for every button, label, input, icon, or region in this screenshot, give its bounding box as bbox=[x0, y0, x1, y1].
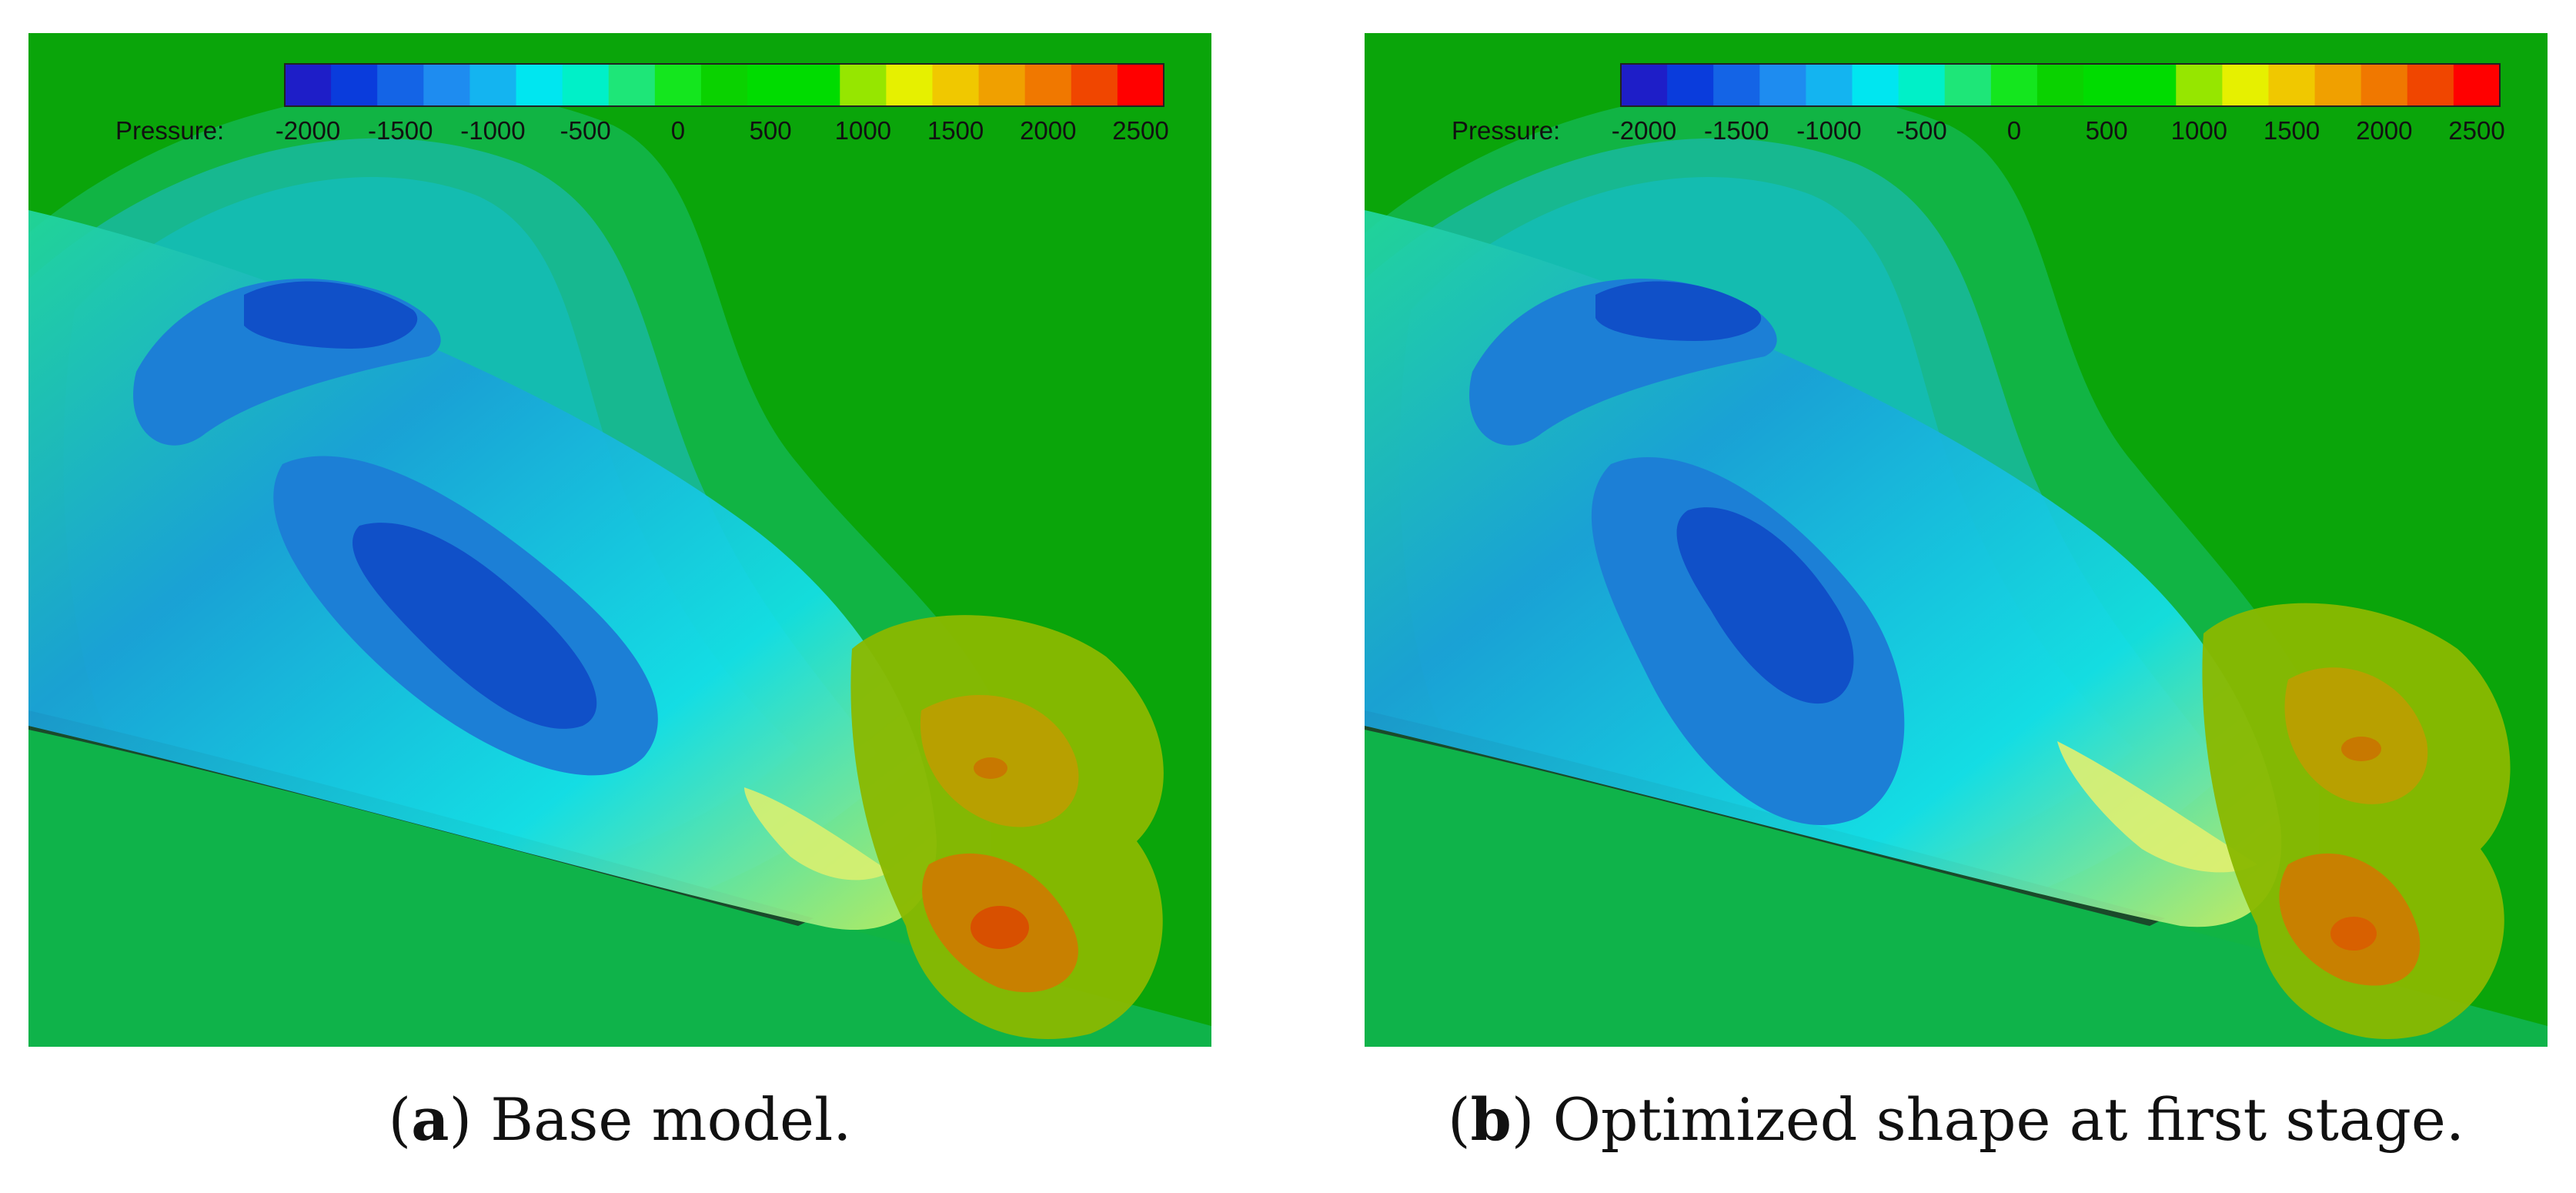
colorbar-swatch bbox=[840, 64, 887, 106]
high-pressure-zone-upper bbox=[2284, 667, 2428, 804]
colorbar-tick-label: 2500 bbox=[1112, 116, 1168, 145]
colorbar-swatch bbox=[1898, 64, 1946, 106]
colorbar-tick-label: 1500 bbox=[927, 116, 984, 145]
colorbar-swatch bbox=[331, 64, 378, 106]
colorbar-tick-label: -1500 bbox=[1704, 116, 1769, 145]
colorbar-swatch bbox=[2453, 64, 2501, 106]
bow-highlight bbox=[744, 787, 890, 881]
colorbar-swatch bbox=[2222, 64, 2269, 106]
colorbar-swatch bbox=[2036, 64, 2084, 106]
colorbar-label: Pressure: bbox=[115, 116, 224, 145]
pressure-contour-optimized: Pressure: -2000 -1500 -1000 -500 0 500 1000 150… bbox=[1365, 33, 2548, 1047]
colorbar-swatch bbox=[2130, 64, 2177, 106]
caption-b-text: Optimized shape at first stage. bbox=[1552, 1085, 2465, 1154]
colorbar-swatch bbox=[2083, 64, 2130, 106]
colorbar-tick-label: 500 bbox=[750, 116, 792, 145]
colorbar-swatch bbox=[932, 64, 980, 106]
colorbar-border bbox=[284, 63, 1164, 107]
colorbar-tick-label: -1500 bbox=[368, 116, 433, 145]
colorbar-label: Pressure: bbox=[1452, 116, 1560, 145]
colorbar-tick-label: 1000 bbox=[835, 116, 891, 145]
caption-b: (b) Optimized shape at first stage. bbox=[1447, 1085, 2465, 1154]
lower-hull-strip bbox=[28, 726, 1211, 1047]
colorbar-swatches bbox=[284, 63, 1164, 107]
colorbar-swatch bbox=[1024, 64, 1072, 106]
colorbar-swatch bbox=[794, 64, 840, 106]
caption-a-label: a bbox=[411, 1085, 449, 1154]
colorbar-swatch bbox=[654, 64, 702, 106]
colorbar-border bbox=[1620, 63, 2501, 107]
colorbar-swatch bbox=[2407, 64, 2454, 106]
colorbar-swatch bbox=[700, 64, 748, 106]
colorbar-swatch bbox=[1621, 64, 1668, 106]
colorbar-tick-label: 2000 bbox=[1020, 116, 1076, 145]
colorbar-tick-label: 1000 bbox=[2171, 116, 2227, 145]
colorbar: Pressure: -2000 -1500 -1000 -500 0 500 1000 150… bbox=[1452, 63, 2505, 145]
low-pressure-core-mid bbox=[1676, 507, 1854, 704]
low-pressure-core-upper bbox=[1595, 281, 1762, 341]
colorbar-tick-label: 0 bbox=[671, 116, 685, 145]
colorbar-swatch bbox=[747, 64, 794, 106]
colorbar-tick-label: -1000 bbox=[1796, 116, 1861, 145]
high-pressure-core-upper bbox=[2341, 737, 2381, 761]
colorbar-swatch bbox=[2360, 64, 2408, 106]
colorbar-swatch bbox=[1117, 64, 1164, 106]
colorbar-swatch bbox=[1759, 64, 1806, 106]
high-pressure-core bbox=[2330, 917, 2377, 951]
colorbar-swatch bbox=[423, 64, 470, 106]
contour-plot-optimized-shape: Pressure: -2000 -1500 -1000 -500 0 500 1000 150… bbox=[1365, 33, 2548, 1047]
colorbar-tick-label: 2500 bbox=[2448, 116, 2504, 145]
colorbar-swatch bbox=[1071, 64, 1118, 106]
colorbar-swatch bbox=[285, 64, 332, 106]
high-pressure-zone bbox=[2202, 603, 2511, 1040]
colorbar-swatch bbox=[377, 64, 424, 106]
colorbar-tick-label: 2000 bbox=[2356, 116, 2412, 145]
colorbar-tick-label: 0 bbox=[2007, 116, 2021, 145]
colorbar-swatch bbox=[1944, 64, 1992, 106]
colorbar-swatch bbox=[469, 64, 517, 106]
pressure-contour-base: Pressure: -2000 -1500 -1000 -500 0 500 1000 150… bbox=[28, 33, 1211, 1047]
colorbar: Pressure: -2000 -1500 -1000 -500 0 500 1000 150… bbox=[115, 63, 1169, 145]
colorbar-swatch bbox=[1806, 64, 1853, 106]
colorbar-tick-label: 500 bbox=[2086, 116, 2128, 145]
bow-highlight bbox=[2057, 741, 2257, 873]
colorbar-swatch bbox=[1667, 64, 1714, 106]
colorbar-tick-label: -500 bbox=[560, 116, 611, 145]
colorbar-swatch bbox=[1990, 64, 2038, 106]
colorbar-swatch bbox=[978, 64, 1026, 106]
caption-a: (a) Base model. bbox=[388, 1085, 852, 1154]
colorbar-ticks: -2000 -1500 -1000 -500 0 500 1000 1500 2000 2500 bbox=[1612, 116, 2505, 145]
colorbar-ticks: -2000 -1500 -1000 -500 0 500 1000 1500 2000 2500 bbox=[276, 116, 1169, 145]
colorbar-swatch bbox=[1852, 64, 1899, 106]
colorbar-swatch bbox=[562, 64, 610, 106]
colorbar-swatch bbox=[1713, 64, 1760, 106]
colorbar-swatch bbox=[886, 64, 933, 106]
low-pressure-core-upper bbox=[244, 281, 418, 349]
high-pressure-core-upper bbox=[974, 757, 1007, 779]
colorbar-tick-label: -500 bbox=[1896, 116, 1947, 145]
colorbar-swatch bbox=[2176, 64, 2223, 106]
colorbar-tick-label: -2000 bbox=[1612, 116, 1676, 145]
lower-hull-strip bbox=[1365, 726, 2548, 1047]
colorbar-tick-label: -2000 bbox=[276, 116, 340, 145]
high-pressure-core bbox=[971, 906, 1029, 949]
caption-a-text: Base model. bbox=[490, 1085, 852, 1154]
colorbar-tick-label: 1500 bbox=[2264, 116, 2320, 145]
colorbar-swatch bbox=[516, 64, 563, 106]
colorbar-swatch bbox=[2268, 64, 2316, 106]
colorbar-tick-label: -1000 bbox=[460, 116, 525, 145]
caption-b-label: b bbox=[1470, 1085, 1512, 1154]
contour-plot-base-model: Pressure: -2000 -1500 -1000 -500 0 500 1000 150… bbox=[28, 33, 1211, 1047]
colorbar-swatch bbox=[2314, 64, 2362, 106]
colorbar-swatches bbox=[1620, 63, 2501, 107]
colorbar-swatch bbox=[608, 64, 656, 106]
low-pressure-core-mid bbox=[352, 523, 597, 729]
